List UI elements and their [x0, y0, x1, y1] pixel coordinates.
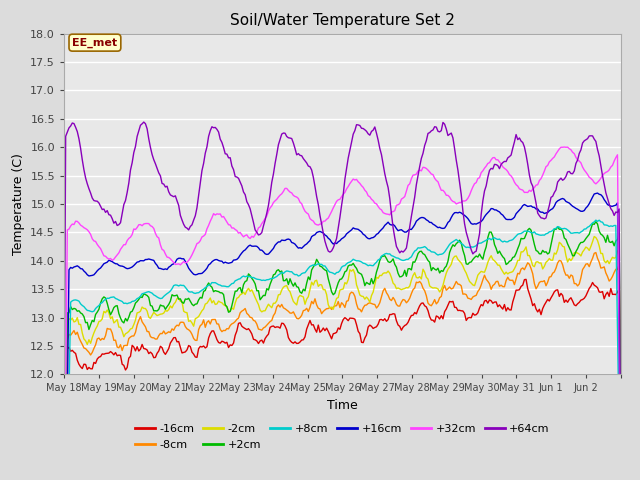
+32cm	[516, 186, 524, 192]
Title: Soil/Water Temperature Set 2: Soil/Water Temperature Set 2	[230, 13, 455, 28]
-2cm	[183, 310, 191, 315]
-8cm	[617, 458, 625, 464]
+8cm	[67, 300, 74, 305]
+2cm	[372, 269, 380, 275]
-16cm	[522, 276, 530, 282]
+2cm	[227, 309, 234, 314]
+32cm	[67, 223, 74, 229]
+2cm	[183, 297, 191, 302]
+8cm	[372, 259, 380, 265]
-16cm	[617, 478, 625, 480]
+8cm	[227, 282, 234, 288]
+64cm	[524, 161, 532, 167]
+32cm	[372, 201, 380, 207]
-8cm	[67, 332, 74, 338]
+64cm	[67, 123, 74, 129]
+64cm	[517, 138, 525, 144]
-16cm	[183, 347, 191, 353]
-8cm	[372, 305, 380, 311]
Line: -2cm: -2cm	[64, 237, 621, 480]
-16cm	[67, 348, 74, 354]
-2cm	[617, 449, 625, 455]
+2cm	[516, 241, 524, 247]
-2cm	[227, 308, 234, 314]
-16cm	[372, 324, 380, 330]
-2cm	[67, 317, 74, 323]
X-axis label: Time: Time	[327, 399, 358, 412]
+8cm	[183, 287, 191, 292]
+16cm	[67, 264, 74, 270]
Line: +32cm: +32cm	[64, 147, 621, 480]
Y-axis label: Temperature (C): Temperature (C)	[12, 153, 25, 255]
-16cm	[524, 286, 532, 292]
-2cm	[590, 234, 598, 240]
+2cm	[592, 219, 600, 225]
Line: -16cm: -16cm	[64, 279, 621, 480]
+64cm	[140, 119, 148, 125]
+32cm	[522, 190, 530, 195]
Line: +2cm: +2cm	[64, 222, 621, 480]
Line: +64cm: +64cm	[64, 122, 621, 480]
-2cm	[372, 275, 380, 280]
-8cm	[592, 250, 600, 255]
+8cm	[592, 217, 600, 223]
Line: +8cm: +8cm	[64, 220, 621, 480]
+16cm	[227, 260, 234, 265]
-8cm	[516, 271, 524, 277]
Legend: -16cm, -8cm, -2cm, +2cm, +8cm, +16cm, +32cm, +64cm: -16cm, -8cm, -2cm, +2cm, +8cm, +16cm, +3…	[131, 420, 554, 454]
+8cm	[522, 228, 530, 234]
+8cm	[516, 231, 524, 237]
+16cm	[183, 262, 191, 267]
-2cm	[516, 258, 524, 264]
-8cm	[183, 326, 191, 332]
+64cm	[374, 137, 382, 143]
+64cm	[60, 443, 68, 449]
+32cm	[183, 259, 191, 265]
+16cm	[372, 231, 380, 237]
-2cm	[522, 244, 530, 250]
Line: +16cm: +16cm	[64, 193, 621, 480]
+64cm	[185, 227, 193, 233]
+32cm	[561, 144, 568, 150]
Text: EE_met: EE_met	[72, 37, 118, 48]
+32cm	[227, 222, 234, 228]
+16cm	[522, 203, 530, 208]
+16cm	[516, 207, 524, 213]
+64cm	[228, 163, 236, 169]
+2cm	[67, 304, 74, 310]
+2cm	[617, 435, 625, 441]
-8cm	[227, 323, 234, 328]
+16cm	[594, 190, 602, 196]
-8cm	[522, 264, 530, 269]
-16cm	[516, 287, 524, 293]
-16cm	[227, 342, 234, 348]
Line: -8cm: -8cm	[64, 252, 621, 480]
+2cm	[522, 231, 530, 237]
